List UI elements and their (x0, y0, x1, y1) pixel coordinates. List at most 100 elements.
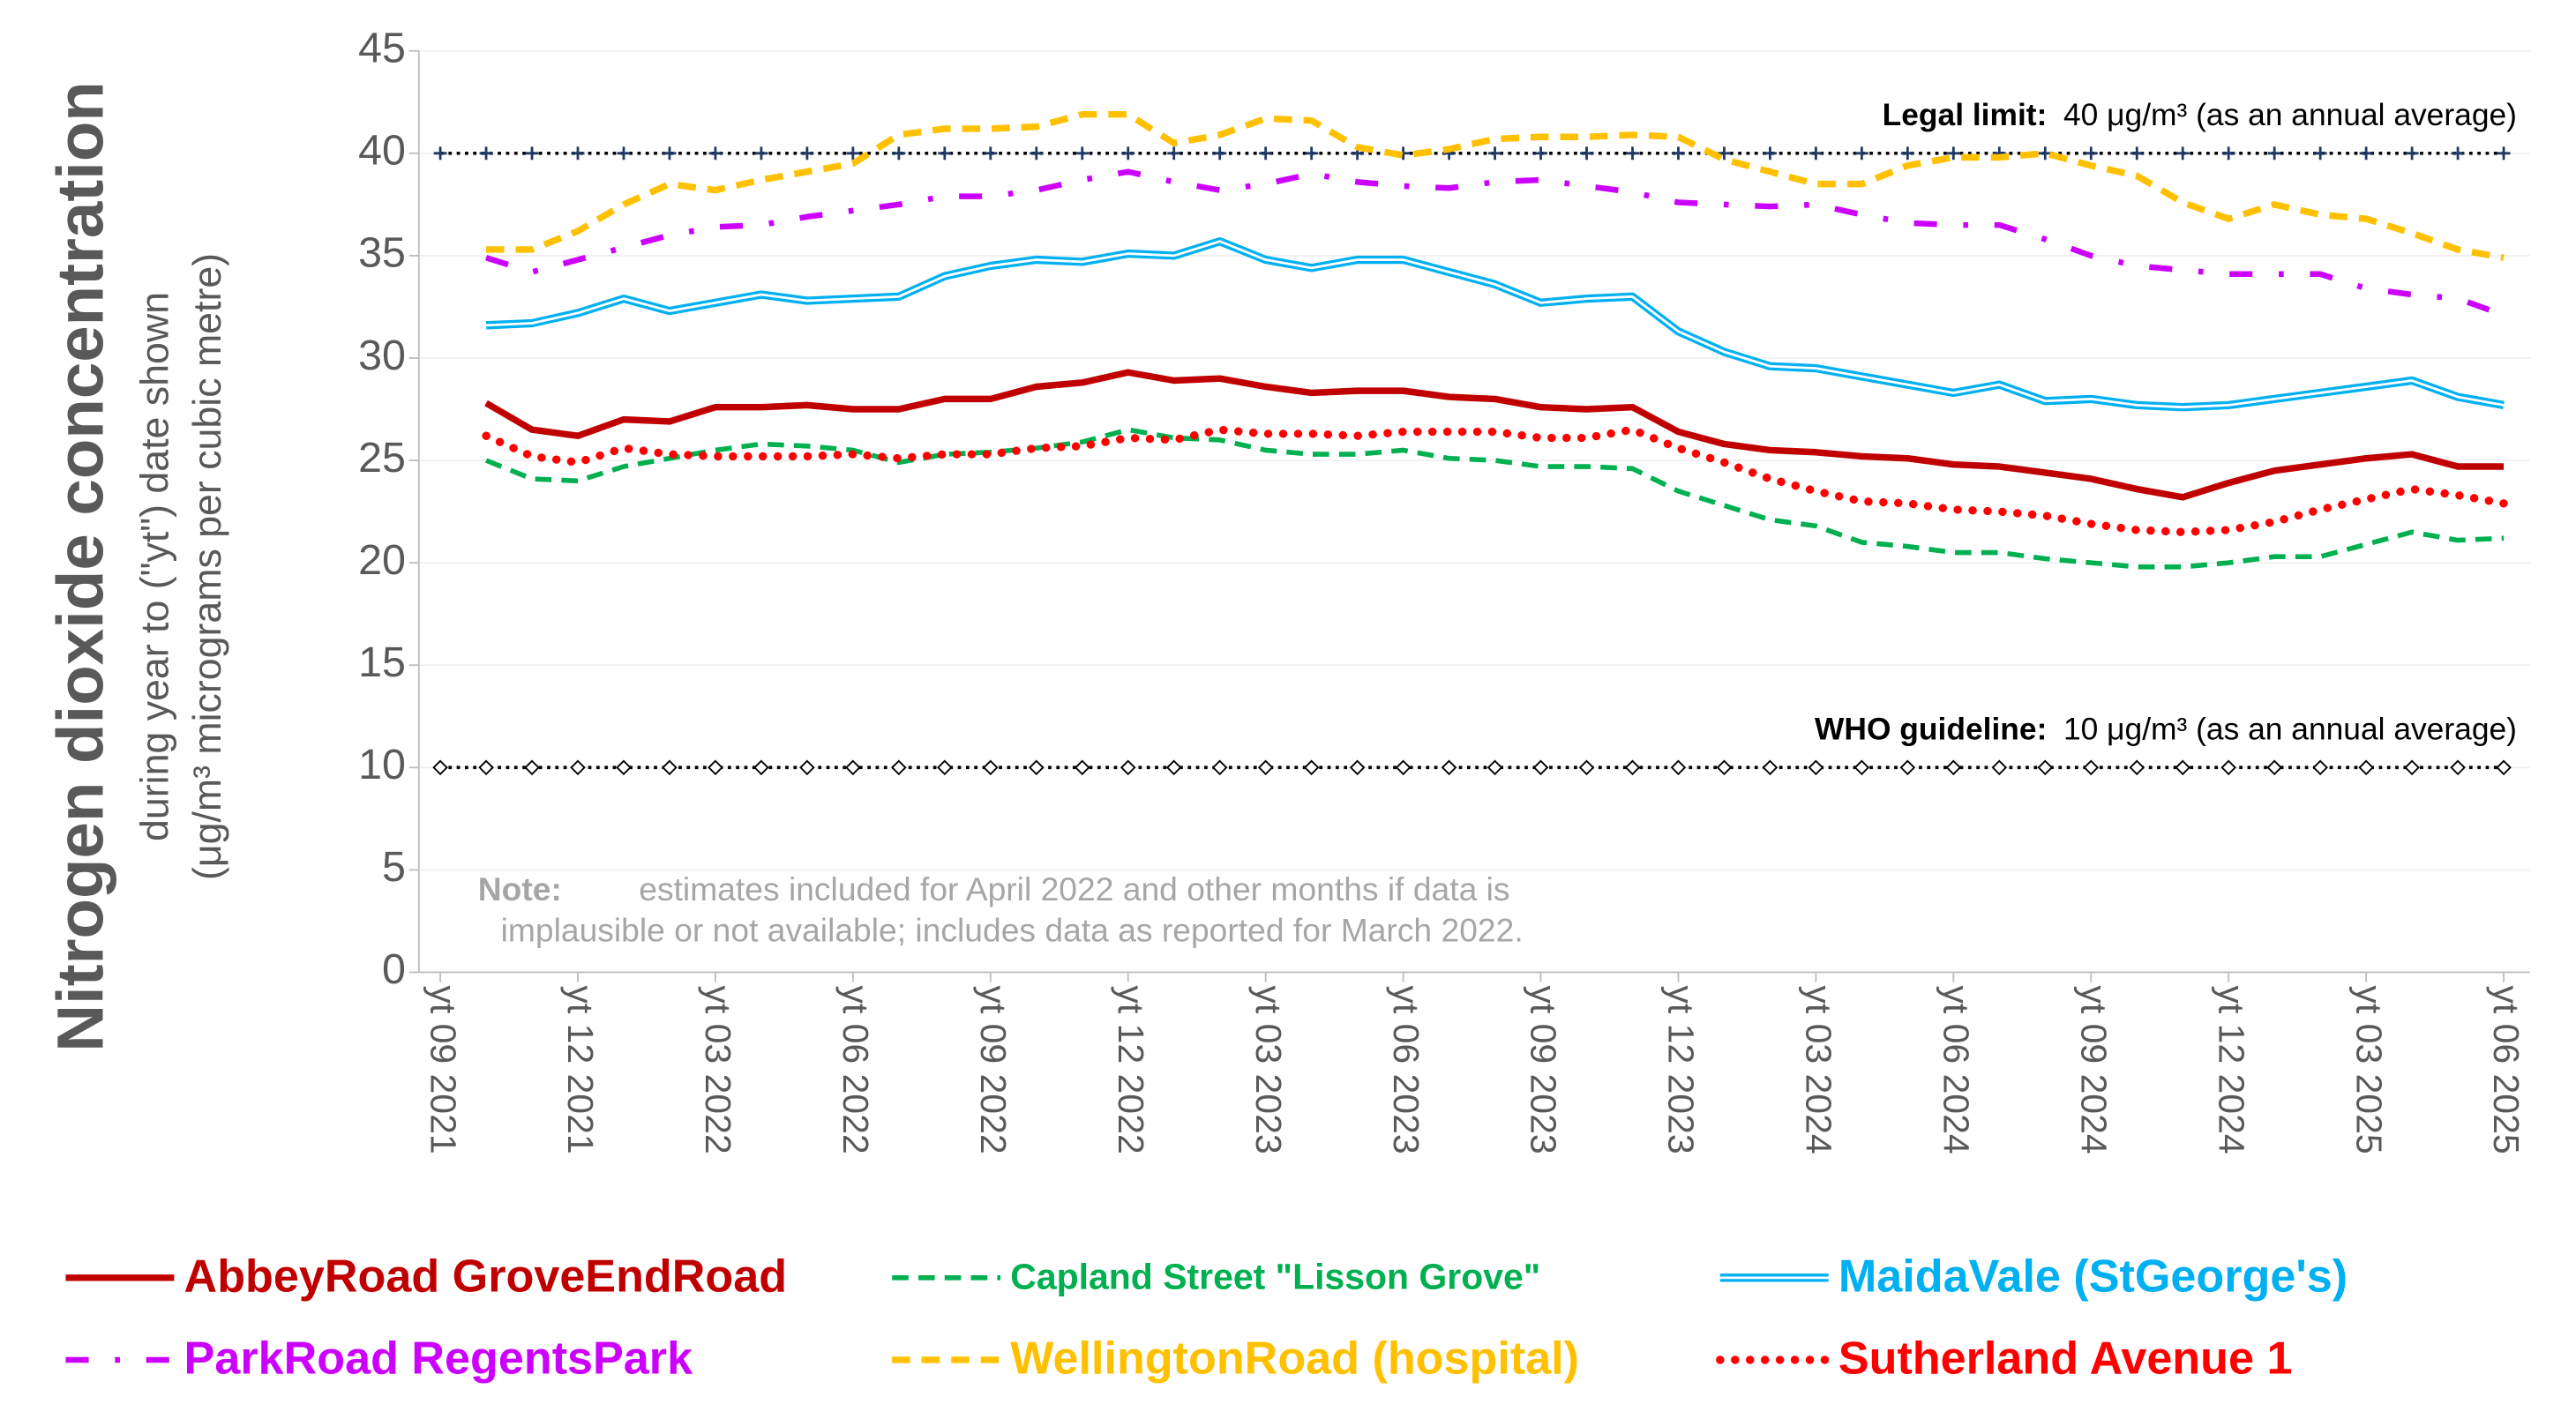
x-tick-label: yt 03 2025 (2348, 985, 2389, 1154)
reference-marker (2129, 759, 2145, 776)
reference-marker (1213, 146, 1227, 161)
reference-marker (1580, 146, 1593, 161)
y-tick-label: 15 (358, 639, 406, 686)
reference-text: 40 μg/m³ (as an annual average) (2063, 98, 2517, 132)
x-tick-label: yt 09 2021 (423, 985, 463, 1154)
series-line (485, 236, 2505, 412)
reference-marker (478, 759, 494, 776)
x-tick-label: yt 12 2024 (2211, 985, 2251, 1154)
reference-marker (754, 146, 768, 161)
reference-text: 10 μg/m³ (as an annual average) (2063, 713, 2517, 747)
legend-label: MaidaVale (StGeorge's) (1838, 1251, 2348, 1302)
reference-annotation: WHO guideline: 10 μg/m³ (as an annual ave… (1815, 713, 2517, 747)
reference-marker (2084, 146, 2098, 161)
reference-marker (1716, 759, 1733, 776)
y-tick-label: 45 (358, 25, 406, 72)
reference-marker (1626, 146, 1639, 161)
y-tick-label: 40 (358, 127, 406, 175)
reference-marker (1900, 146, 1914, 161)
y-subtitle: (μg/m³ micrograms per cubic metre) (186, 253, 229, 880)
reference-marker (1532, 759, 1549, 776)
y-tick-label: 30 (358, 332, 406, 379)
reference-marker (1854, 146, 1868, 161)
reference-marker (846, 146, 860, 161)
reference-marker (2083, 759, 2100, 776)
reference-annotation: Legal limit: 40 μg/m³ (as an annual avera… (1883, 98, 2517, 132)
y-tick-label: 20 (358, 536, 406, 584)
reference-marker (2450, 759, 2466, 776)
reference-marker (433, 146, 447, 161)
reference-marker (1259, 146, 1273, 161)
reference-marker (1534, 146, 1547, 161)
reference-marker (1257, 759, 1274, 776)
reference-marker (1808, 759, 1824, 776)
series-line (484, 369, 2505, 501)
legend-label: WellingtonRoad (hospital) (1010, 1333, 1579, 1385)
legend-label: ParkRoad RegentsPark (184, 1333, 694, 1385)
reference-marker (1763, 146, 1777, 161)
reference-marker (479, 146, 493, 161)
x-tick-label: yt 12 2023 (1661, 985, 1702, 1154)
reference-label: WHO guideline: (1815, 713, 2047, 747)
x-tick-label: yt 06 2025 (2486, 985, 2527, 1154)
reference-marker (753, 759, 769, 776)
reference-marker (2130, 146, 2144, 161)
reference-marker (1074, 759, 1090, 776)
reference-marker (1991, 759, 2008, 776)
reference-marker (1121, 146, 1135, 161)
reference-marker (662, 759, 678, 776)
reference-marker (2175, 759, 2190, 776)
x-tick-label: yt 06 2023 (1386, 985, 1427, 1154)
legend-label: Sutherland Avenue 1 (1838, 1333, 2293, 1385)
reference-marker (2313, 146, 2327, 161)
y-tick-label: 0 (382, 945, 406, 993)
reference-marker (1349, 759, 1366, 776)
reference-marker (984, 146, 998, 161)
reference-marker (2037, 759, 2054, 776)
y-tick-label: 5 (382, 843, 406, 891)
reference-marker (1717, 146, 1731, 161)
reference-marker (524, 759, 540, 776)
series-line (482, 425, 2508, 536)
reference-marker (938, 146, 952, 161)
reference-marker (2266, 759, 2282, 776)
y-tick-label: 35 (358, 229, 406, 277)
reference-marker (891, 759, 907, 776)
reference-marker (1762, 759, 1778, 776)
reference-marker (2175, 146, 2190, 161)
x-tick-label: yt 06 2022 (835, 985, 876, 1154)
reference-marker (1167, 146, 1181, 161)
reference-marker (2312, 759, 2328, 776)
reference-marker (2220, 759, 2236, 776)
reference-marker (2267, 146, 2281, 161)
series-line (486, 110, 2505, 261)
reference-marker (2358, 759, 2374, 776)
reference-marker (2451, 146, 2465, 161)
reference-marker (2221, 146, 2235, 161)
reference-marker (1578, 759, 1595, 776)
reference-marker (892, 146, 906, 161)
series-line (485, 168, 2505, 318)
note-text: estimates included for April 2022 and ot… (639, 870, 1509, 907)
legend-label: Capland Street "Lisson Grove" (1010, 1257, 1540, 1297)
reference-marker (983, 759, 999, 776)
series-line (485, 427, 2505, 570)
note-text: implausible or not available; includes d… (501, 912, 1524, 949)
x-tick-label: yt 09 2024 (2073, 985, 2114, 1154)
reference-marker (1624, 759, 1641, 776)
reference-marker (2497, 146, 2511, 161)
x-tick-label: yt 03 2024 (1799, 985, 1839, 1154)
x-tick-label: yt 03 2022 (698, 985, 738, 1154)
reference-marker (1808, 146, 1823, 161)
x-tick-label: yt 09 2022 (973, 985, 1014, 1154)
reference-marker (1211, 759, 1228, 776)
reference-marker (1305, 146, 1319, 161)
series-line-inner (485, 240, 2505, 409)
reference-marker (708, 146, 723, 161)
reference-marker (937, 759, 953, 776)
reference-marker (1672, 146, 1685, 161)
reference-marker (1899, 759, 1916, 776)
legend-label: AbbeyRoad GroveEndRoad (184, 1251, 788, 1302)
reference-marker (571, 146, 585, 161)
